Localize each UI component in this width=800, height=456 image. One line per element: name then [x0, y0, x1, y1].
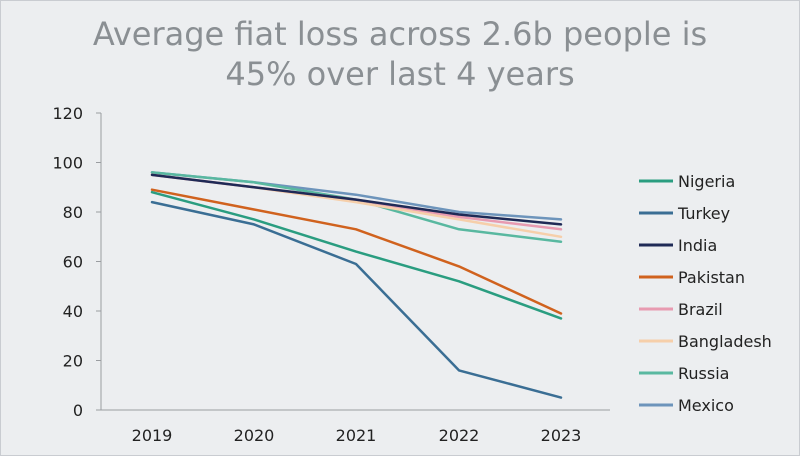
legend-label-brazil: Brazil [678, 300, 723, 319]
y-tick-label: 120 [52, 104, 83, 123]
y-tick-label: 0 [73, 401, 83, 420]
legend-label-india: India [678, 236, 717, 255]
chart-title: Average fiat loss across 2.6b people is … [0, 14, 800, 94]
x-tick-label: 2022 [439, 426, 480, 445]
legend-label-nigeria: Nigeria [678, 172, 735, 191]
series-line-india [150, 173, 563, 226]
x-tick-label: 2023 [541, 426, 582, 445]
legend-label-pakistan: Pakistan [678, 268, 745, 287]
series-line-pakistan [150, 188, 563, 315]
legend-label-mexico: Mexico [678, 396, 734, 415]
series-line-turkey [150, 200, 563, 399]
legend-label-russia: Russia [678, 364, 729, 383]
x-tick-label: 2019 [132, 426, 173, 445]
y-tick-label: 20 [63, 352, 83, 371]
chart-title-line-1: Average fiat loss across 2.6b people is [92, 15, 708, 53]
y-tick-label: 40 [63, 302, 83, 321]
x-tick-label: 2020 [234, 426, 275, 445]
series-line-bangladesh [150, 173, 563, 239]
x-tick-label: 2021 [336, 426, 377, 445]
y-tick-label: 100 [52, 154, 83, 173]
legend-label-turkey: Turkey [677, 204, 730, 223]
series-line-nigeria [150, 190, 563, 320]
y-tick-label: 80 [63, 203, 83, 222]
legend-label-bangladesh: Bangladesh [678, 332, 772, 351]
y-tick-label: 60 [63, 253, 83, 272]
chart-title-line-2: 45% over last 4 years [225, 55, 575, 93]
